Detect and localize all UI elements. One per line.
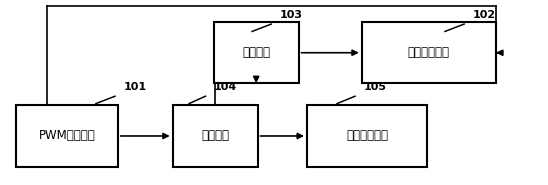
Bar: [362, 22, 496, 83]
Text: 延时电路: 延时电路: [201, 130, 229, 142]
Text: 第一采样电路: 第一采样电路: [408, 46, 450, 59]
Bar: [214, 22, 299, 83]
Bar: [307, 105, 427, 166]
Text: 104: 104: [214, 83, 237, 92]
Bar: [16, 105, 118, 166]
Text: 102: 102: [472, 10, 495, 20]
Text: 微调电路: 微调电路: [242, 46, 270, 59]
Text: 103: 103: [279, 10, 302, 20]
Text: 第二采样电路: 第二采样电路: [346, 130, 388, 142]
Bar: [173, 105, 258, 166]
Text: PWM反相电路: PWM反相电路: [39, 130, 95, 142]
Text: 105: 105: [363, 83, 386, 92]
Text: 101: 101: [123, 83, 146, 92]
